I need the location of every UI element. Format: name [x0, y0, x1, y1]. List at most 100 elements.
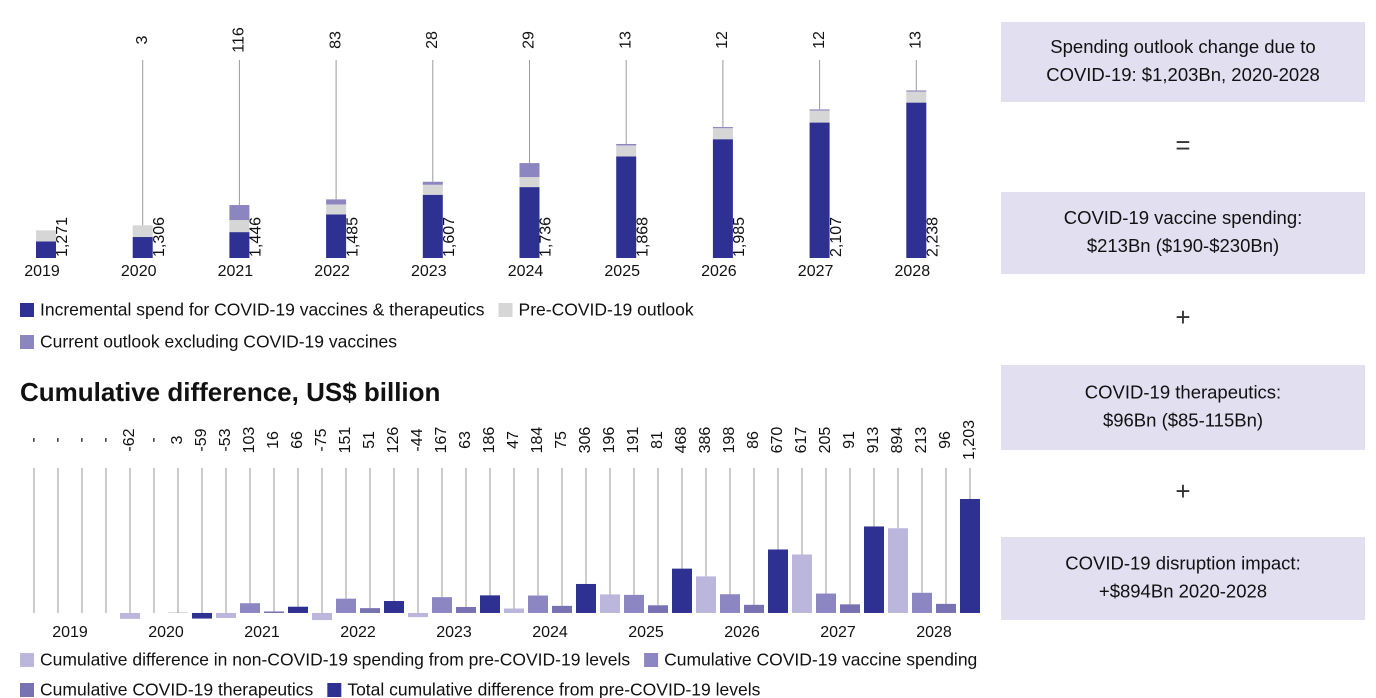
- data-label: 186: [481, 427, 498, 454]
- total-label: 1,306: [151, 217, 168, 257]
- x-tick-label: 2019: [24, 263, 60, 280]
- bar-segment: [229, 205, 250, 221]
- operator: +: [1175, 476, 1190, 506]
- data-label: 198: [721, 427, 738, 454]
- x-tick-label: 2022: [314, 263, 350, 280]
- data-label: 191: [625, 427, 642, 454]
- legend-swatch: [20, 303, 34, 317]
- increment-label: 116: [231, 27, 248, 53]
- x-tick-label: 2028: [895, 263, 931, 280]
- bar: [696, 576, 716, 613]
- x-tick-label: 2026: [701, 263, 737, 280]
- data-label: -62: [121, 428, 138, 451]
- bar-segment: [229, 220, 250, 233]
- x-tick-label: 2024: [508, 263, 544, 280]
- bar: [624, 594, 644, 613]
- bar: [840, 604, 860, 613]
- data-label: 75: [553, 431, 570, 449]
- bar: [288, 606, 308, 613]
- data-label: -53: [217, 428, 234, 451]
- x-tick-label: 2020: [148, 624, 184, 641]
- data-label: -: [25, 437, 42, 442]
- data-label: -: [73, 437, 90, 442]
- total-label: 2,238: [925, 217, 942, 257]
- summary-box: [1001, 537, 1365, 620]
- bar-segment: [326, 214, 347, 258]
- bar-segment: [712, 139, 733, 258]
- bar-segment: [422, 184, 443, 195]
- bar-segment: [616, 143, 637, 146]
- bar: [552, 605, 572, 613]
- bar-segment: [326, 199, 347, 205]
- data-label: 386: [697, 427, 714, 454]
- bar: [216, 612, 236, 618]
- bar-segment: [422, 194, 443, 258]
- data-label: 196: [601, 427, 618, 454]
- x-tick-label: 2020: [121, 263, 157, 280]
- bar: [576, 583, 596, 613]
- x-tick-label: 2027: [820, 624, 856, 641]
- legend-label: Cumulative difference in non-COVID-19 sp…: [40, 650, 630, 670]
- data-label: -: [97, 437, 114, 442]
- data-label: 151: [337, 427, 354, 454]
- total-label: 1,271: [54, 217, 71, 257]
- summary-box: [1001, 365, 1365, 450]
- data-label: 1,203: [961, 420, 978, 460]
- bar: [120, 612, 140, 619]
- x-tick-label: 2021: [244, 624, 280, 641]
- bar: [432, 597, 452, 613]
- data-label: 184: [529, 427, 546, 454]
- bar: [888, 528, 908, 613]
- bar: [312, 612, 332, 621]
- x-tick-label: 2028: [916, 624, 952, 641]
- bar-segment: [809, 122, 830, 259]
- legend-swatch: [644, 653, 659, 667]
- x-tick-label: 2023: [411, 263, 447, 280]
- bar: [672, 568, 692, 613]
- summary-text: Spending outlook change due to: [1050, 36, 1315, 57]
- bar: [408, 612, 428, 618]
- increment-label: 13: [908, 31, 925, 49]
- increment-label: 28: [424, 31, 441, 49]
- bar-segment: [712, 127, 733, 129]
- bar-segment: [906, 91, 927, 103]
- data-label: 91: [841, 431, 858, 449]
- legend-swatch: [20, 653, 34, 667]
- bar: [936, 603, 956, 613]
- legend-swatch: [20, 683, 34, 697]
- increment-label: 12: [811, 31, 828, 49]
- legend-label: Total cumulative difference from pre-COV…: [347, 680, 760, 698]
- bar-segment: [36, 241, 56, 258]
- summary-text: $213Bn ($190-$230Bn): [1087, 235, 1279, 256]
- data-label: -59: [193, 428, 210, 451]
- legend-label: Cumulative COVID-19 vaccine spending: [664, 650, 977, 670]
- bar-segment: [422, 181, 443, 185]
- legend-swatch: [327, 683, 342, 697]
- total-label: 1,868: [634, 217, 651, 257]
- bar: [504, 608, 524, 613]
- summary-box: [1001, 22, 1365, 102]
- data-label: 96: [937, 431, 954, 449]
- bar: [912, 592, 932, 613]
- data-label: 913: [865, 427, 882, 454]
- bar-segment: [809, 110, 830, 123]
- x-tick-label: 2025: [604, 263, 640, 280]
- data-label: -44: [409, 428, 426, 451]
- bar-segment: [616, 156, 637, 258]
- bar: [792, 554, 812, 613]
- legend-label: Incremental spend for COVID-19 vaccines …: [40, 300, 485, 320]
- summary-text: COVID-19: $1,203Bn, 2020-2028: [1046, 64, 1320, 85]
- increment-label: 29: [521, 31, 538, 49]
- data-label: 167: [433, 427, 450, 454]
- data-label: 670: [769, 427, 786, 454]
- legend-label: Current outlook excluding COVID-19 vacci…: [40, 332, 397, 352]
- bar-segment: [36, 230, 56, 242]
- total-label: 1,736: [538, 217, 555, 257]
- bar-segment: [519, 187, 540, 258]
- total-label: 2,107: [828, 217, 845, 257]
- x-tick-label: 2024: [532, 624, 568, 641]
- bar-segment: [519, 177, 540, 188]
- data-label: 81: [649, 431, 666, 449]
- bar: [720, 594, 740, 613]
